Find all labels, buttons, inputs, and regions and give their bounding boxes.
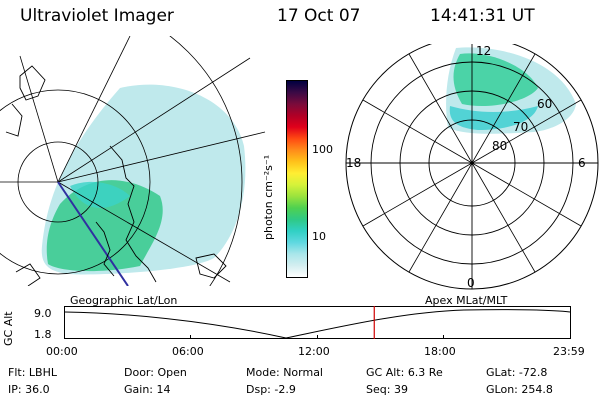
mlt-label-0: 0 <box>467 276 475 290</box>
status-ip: IP: 36.0 <box>8 383 50 396</box>
status-flt: Flt: LBHL <box>8 366 57 379</box>
status-glat: GLat: -72.8 <box>486 366 548 379</box>
colorbar-tick-10: 10 <box>312 230 326 243</box>
polar-radial <box>471 162 536 273</box>
geo-meridian <box>57 131 266 183</box>
coastline <box>5 103 23 137</box>
time-label: 14:41:31 UT <box>430 6 535 26</box>
coastline <box>109 145 157 283</box>
coastline <box>95 221 115 277</box>
geo-meridian <box>19 55 59 183</box>
geographic-map <box>0 36 266 286</box>
status-gc-alt: GC Alt: 6.3 Re <box>366 366 443 379</box>
geo-emission-core <box>46 180 163 272</box>
date-label: 17 Oct 07 <box>277 6 361 26</box>
colorbar-tick-100: 100 <box>312 143 333 156</box>
coastline <box>195 253 227 279</box>
polar-radial <box>408 162 473 273</box>
mlat-label-70: 70 <box>513 120 529 134</box>
polar-radial <box>362 99 473 164</box>
polar-radial <box>471 162 582 227</box>
polar-radial <box>362 162 473 227</box>
timeline-xtick-1200: 12:00 <box>298 345 330 358</box>
status-door: Door: Open <box>124 366 187 379</box>
timeline-ytick-bottom: 1.8 <box>34 328 52 341</box>
mlt-label-18: 18 <box>346 156 362 170</box>
geo-panel-label: Geographic Lat/Lon <box>70 294 178 307</box>
mlt-label-12: 12 <box>476 44 492 58</box>
coastline <box>19 65 46 101</box>
timeline-xtick-0600: 06:00 <box>172 345 204 358</box>
orbit-altitude-timeline <box>64 306 571 339</box>
timeline-xtick-0000: 00:00 <box>46 345 78 358</box>
polar-radial <box>408 53 473 164</box>
timeline-ytick-top: 9.0 <box>34 307 52 320</box>
status-mode: Mode: Normal <box>246 366 323 379</box>
polar-mlat-mlt-plot <box>345 44 599 290</box>
geo-emission-band <box>70 181 130 208</box>
geo-meridian <box>57 181 231 283</box>
status-gain: Gain: 14 <box>124 383 171 396</box>
colorbar-unit-label: photon cm⁻²s⁻¹ <box>262 154 275 240</box>
status-dsp: Dsp: -2.9 <box>246 383 296 396</box>
timeline-frame <box>64 306 571 339</box>
mlat-label-60: 60 <box>537 97 553 111</box>
gc-altitude-curve <box>64 309 571 339</box>
polar-emission-core <box>453 53 538 107</box>
mlt-label-6: 6 <box>578 156 586 170</box>
polar-panel-label: Apex MLat/MLT <box>425 294 508 307</box>
status-seq: Seq: 39 <box>366 383 408 396</box>
timeline-xtick-1800: 18:00 <box>424 345 456 358</box>
color-scale-bar <box>286 80 308 278</box>
geo-meridian <box>57 36 131 183</box>
mlat-label-80: 80 <box>492 139 508 153</box>
instrument-title: Ultraviolet Imager <box>20 6 174 26</box>
timeline-ylabel: GC Alt <box>2 311 15 346</box>
geo-meridian <box>57 57 251 183</box>
geo-lat-circle-outer <box>169 36 243 286</box>
timeline-xtick-2359: 23:59 <box>553 345 585 358</box>
status-glon: GLon: 254.8 <box>486 383 553 396</box>
polar-radial <box>471 99 582 164</box>
polar-radial <box>471 53 536 164</box>
coastline <box>15 263 41 286</box>
satellite-track <box>57 181 129 286</box>
geo-lat-circle-mid <box>0 89 151 275</box>
